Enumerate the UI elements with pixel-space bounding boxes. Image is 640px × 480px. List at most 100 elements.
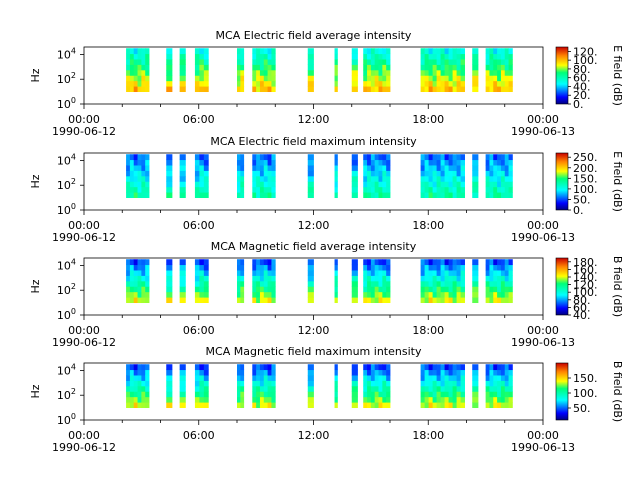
- spectrogram-cell: [351, 264, 358, 271]
- spectrogram-cell: [493, 375, 498, 381]
- x-tick-time: 00:00: [527, 113, 559, 126]
- spectrogram-cell: [378, 364, 383, 371]
- spectrogram-cell: [504, 270, 509, 276]
- spectrogram-cell: [256, 369, 261, 376]
- spectrogram-cell: [489, 385, 494, 392]
- spectrogram-cell: [133, 69, 138, 76]
- spectrogram-cell: [460, 175, 465, 182]
- spectrogram-cell: [199, 75, 205, 82]
- spectrogram-cell: [137, 259, 142, 266]
- spectrogram-cell: [129, 53, 135, 60]
- spectrogram-cell: [493, 297, 498, 304]
- spectrogram-cell: [240, 275, 245, 282]
- y-tick-exponent: 4: [71, 46, 76, 55]
- spectrogram-cell: [472, 264, 479, 271]
- spectrogram-cell: [271, 264, 276, 271]
- spectrogram-cell: [133, 259, 138, 266]
- spectrogram-cell: [424, 69, 429, 76]
- y-tick-base: 10: [57, 309, 71, 322]
- spectrogram-cell: [179, 396, 186, 403]
- spectrogram-cell: [263, 192, 268, 199]
- spectrogram-cell: [444, 181, 449, 188]
- spectrogram-cell: [129, 165, 135, 171]
- spectrogram-cell: [351, 391, 358, 398]
- spectrogram-cell: [145, 369, 150, 376]
- spectrogram-cell: [493, 192, 498, 199]
- spectrogram-cell: [504, 80, 509, 87]
- spectrogram-cell: [263, 53, 268, 60]
- spectrogram-cell: [386, 286, 391, 293]
- spectrogram-cell: [428, 175, 433, 182]
- spectrogram-cell: [420, 75, 425, 82]
- spectrogram-cell: [237, 270, 241, 276]
- spectrogram-cell: [351, 181, 358, 188]
- spectrogram-cell: [259, 59, 265, 65]
- data-block: [472, 364, 479, 409]
- spectrogram-cell: [370, 286, 376, 293]
- panel-title: MCA Magnetic field average intensity: [211, 240, 417, 253]
- spectrogram-cell: [133, 159, 138, 166]
- spectrogram-cell: [508, 181, 513, 188]
- spectrogram-cell: [263, 280, 268, 287]
- spectrogram-cell: [271, 291, 276, 298]
- x-tick-time: 00:00: [68, 429, 100, 442]
- spectrogram-cell: [497, 159, 502, 166]
- spectrogram-cell: [166, 48, 173, 55]
- data-block: [252, 154, 276, 199]
- spectrogram-cell: [497, 59, 502, 65]
- spectrogram-cell: [382, 170, 387, 177]
- spectrogram-cell: [424, 175, 429, 182]
- spectrogram-cell: [259, 181, 265, 188]
- spectrogram-cell: [489, 275, 494, 282]
- spectrogram-cell: [199, 64, 205, 71]
- spectrogram-cell: [508, 175, 513, 182]
- spectrogram-cell: [351, 69, 358, 76]
- spectrogram-cell: [259, 159, 265, 166]
- spectrogram-cell: [237, 291, 241, 298]
- spectrogram-cell: [240, 286, 245, 293]
- spectrogram-cell: [497, 275, 502, 282]
- spectrogram-cell: [448, 64, 453, 71]
- spectrogram-cell: [194, 186, 200, 193]
- spectrogram-cell: [367, 59, 372, 65]
- spectrogram-cell: [203, 53, 209, 60]
- spectrogram-cell: [436, 75, 441, 82]
- spectrogram-cell: [500, 380, 506, 387]
- spectrogram-cell: [500, 192, 506, 199]
- spectrogram-cell: [452, 86, 457, 93]
- spectrogram-cell: [256, 364, 261, 371]
- spectrogram-cell: [370, 391, 376, 398]
- spectrogram-cell: [420, 396, 425, 403]
- spectrogram-cell: [141, 64, 146, 71]
- spectrogram-cell: [374, 297, 379, 304]
- spectrogram-cell: [237, 297, 241, 304]
- spectrogram-cell: [256, 275, 261, 282]
- spectrogram-cell: [432, 259, 437, 266]
- spectrogram-cell: [137, 59, 142, 65]
- spectrogram-cell: [271, 75, 276, 82]
- spectrogram-cell: [440, 369, 445, 376]
- spectrogram-cell: [256, 86, 261, 93]
- spectrogram-cell: [179, 270, 186, 276]
- spectrogram-cell: [452, 375, 457, 381]
- spectrogram-cell: [424, 80, 429, 87]
- spectrogram-cell: [378, 275, 383, 282]
- spectrogram-cell: [448, 75, 453, 82]
- spectrogram-cell: [508, 297, 513, 304]
- spectrogram-cell: [367, 53, 372, 60]
- spectrogram-cell: [252, 170, 257, 177]
- spectrogram-cell: [267, 385, 272, 392]
- spectrogram-cell: [271, 80, 276, 87]
- spectrogram-cell: [472, 59, 479, 65]
- spectrogram-cell: [378, 291, 383, 298]
- spectrogram-cell: [436, 159, 441, 166]
- spectrogram-cell: [240, 181, 245, 188]
- spectrogram-cell: [263, 64, 268, 71]
- colorbar-tick-label: 0.: [573, 98, 584, 111]
- spectrogram-cell: [267, 259, 272, 266]
- spectrogram-cell: [420, 369, 425, 376]
- spectrogram-cell: [504, 181, 509, 188]
- spectrogram-cell: [237, 380, 241, 387]
- spectrogram-cell: [237, 264, 241, 271]
- spectrogram-cell: [497, 86, 502, 93]
